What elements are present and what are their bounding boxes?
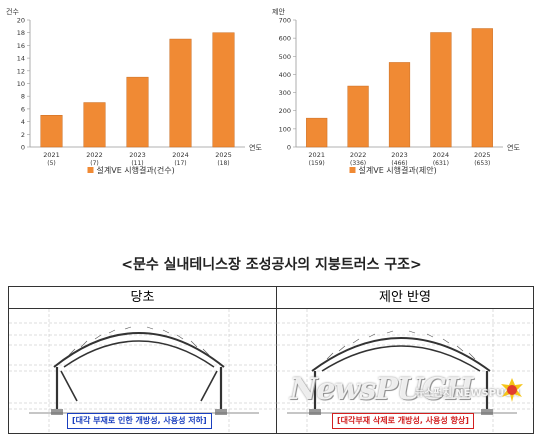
bar [430, 32, 452, 148]
bar [83, 102, 106, 148]
x-tick-sublabel: (11) [131, 160, 143, 167]
watermark-text: NewsPUCH [290, 372, 473, 407]
chart-proposals: 제안 0 100 200 300 400 500 600 700 연도 2021 (159) 2022(… [268, 0, 543, 185]
x-tick-label: 2022 [86, 151, 103, 159]
truss-comparison-table: 당초 제안 반영 [8, 286, 534, 434]
original-note: [대각 부재로 인한 개방성, 사용성 저하] [67, 413, 212, 429]
y-tick-label: 700 [279, 17, 291, 25]
x-tick-label: 2024 [433, 151, 450, 159]
truss-original-drawing [9, 309, 277, 433]
x-tick-sublabel: (336) [350, 160, 366, 167]
x-tick-label: 2023 [391, 151, 408, 159]
x-tick-sublabel: (18) [217, 160, 229, 167]
truss-proposal-panel: [대각부재 삭제로 개방성, 사용성 향상] [277, 309, 533, 433]
x-tick-label: 2025 [474, 151, 491, 159]
y-tick-label: 20 [17, 17, 25, 25]
x-tick-label: 2025 [215, 151, 232, 159]
y-tick-label: 100 [279, 125, 291, 133]
y-tick-label: 0 [287, 144, 291, 152]
bar [306, 117, 328, 148]
legend-swatch [87, 167, 94, 173]
x-tick-sublabel: (159) [309, 160, 325, 167]
x-tick-label: 2021 [308, 151, 325, 159]
truss-original-panel: [대각 부재로 인한 개방성, 사용성 저하] [9, 309, 277, 433]
x-tick-sublabel: (5) [47, 160, 56, 167]
x-axis-label: 연도 [507, 144, 520, 152]
bar [169, 38, 192, 148]
y-axis-label: 제안 [272, 7, 285, 16]
y-tick-label: 200 [279, 107, 291, 115]
bar [471, 28, 493, 148]
header-proposal: 제안 반영 [277, 287, 533, 309]
y-tick-label: 2 [21, 131, 25, 139]
y-tick-label: 14 [17, 55, 25, 63]
bar [40, 115, 63, 148]
bar [388, 62, 411, 148]
x-tick-label: 2023 [129, 151, 146, 159]
proposal-note: [대각부재 삭제로 개방성, 사용성 향상] [332, 413, 474, 429]
y-tick-label: 600 [279, 35, 291, 43]
y-tick-label: 300 [279, 89, 291, 97]
x-axis-label: 연도 [249, 144, 262, 152]
x-tick-sublabel: (631) [433, 160, 449, 167]
figure-caption: <문수 실내테니스장 조성공사의 지붕트러스 구조> [121, 257, 422, 273]
y-tick-label: 16 [17, 42, 25, 50]
y-tick-label: 10 [17, 80, 25, 88]
y-tick-label: 18 [17, 29, 25, 37]
y-tick-label: 12 [17, 67, 25, 75]
y-tick-label: 8 [21, 93, 25, 101]
x-tick-label: 2024 [172, 151, 189, 159]
y-tick-label: 0 [21, 144, 25, 152]
x-tick-sublabel: (653) [474, 160, 490, 167]
legend-label: 설계VE 시행결과(건수) [97, 165, 175, 175]
x-tick-sublabel: (17) [174, 160, 186, 167]
header-original: 당초 [9, 287, 277, 309]
y-tick-label: 6 [21, 105, 25, 113]
chart-proposals-svg: 제안0100200300400500600700연도2021(159)2022(… [272, 7, 520, 175]
bar [126, 76, 149, 148]
watermark-logo-icon [501, 378, 523, 402]
y-tick-label: 500 [279, 53, 291, 61]
x-tick-sublabel: (7) [90, 160, 99, 167]
legend-label: 설계VE 시행결과(제안) [359, 165, 437, 175]
legend-swatch [349, 167, 356, 173]
chart-cases: 건수 0 2 4 6 8 10 12 14 16 18 20 연도 2021 (5) 2022 (7) 2023(… [0, 0, 265, 185]
watermark: NewsPUCH 뉴스펀치 NEWSPUCH [280, 370, 530, 410]
bar [212, 32, 235, 148]
y-tick-label: 4 [21, 118, 25, 126]
bar [347, 85, 369, 148]
y-axis-label: 건수 [6, 7, 19, 16]
watermark-small-text: 뉴스펀치 NEWSPUCH [415, 388, 520, 399]
x-tick-label: 2021 [43, 151, 60, 159]
y-tick-label: 400 [279, 71, 291, 79]
chart-cases-svg: 건수02468101214161820연도2021(5)2022(7)2023(… [6, 7, 262, 175]
x-tick-sublabel: (466) [391, 160, 407, 167]
x-tick-label: 2022 [350, 151, 367, 159]
